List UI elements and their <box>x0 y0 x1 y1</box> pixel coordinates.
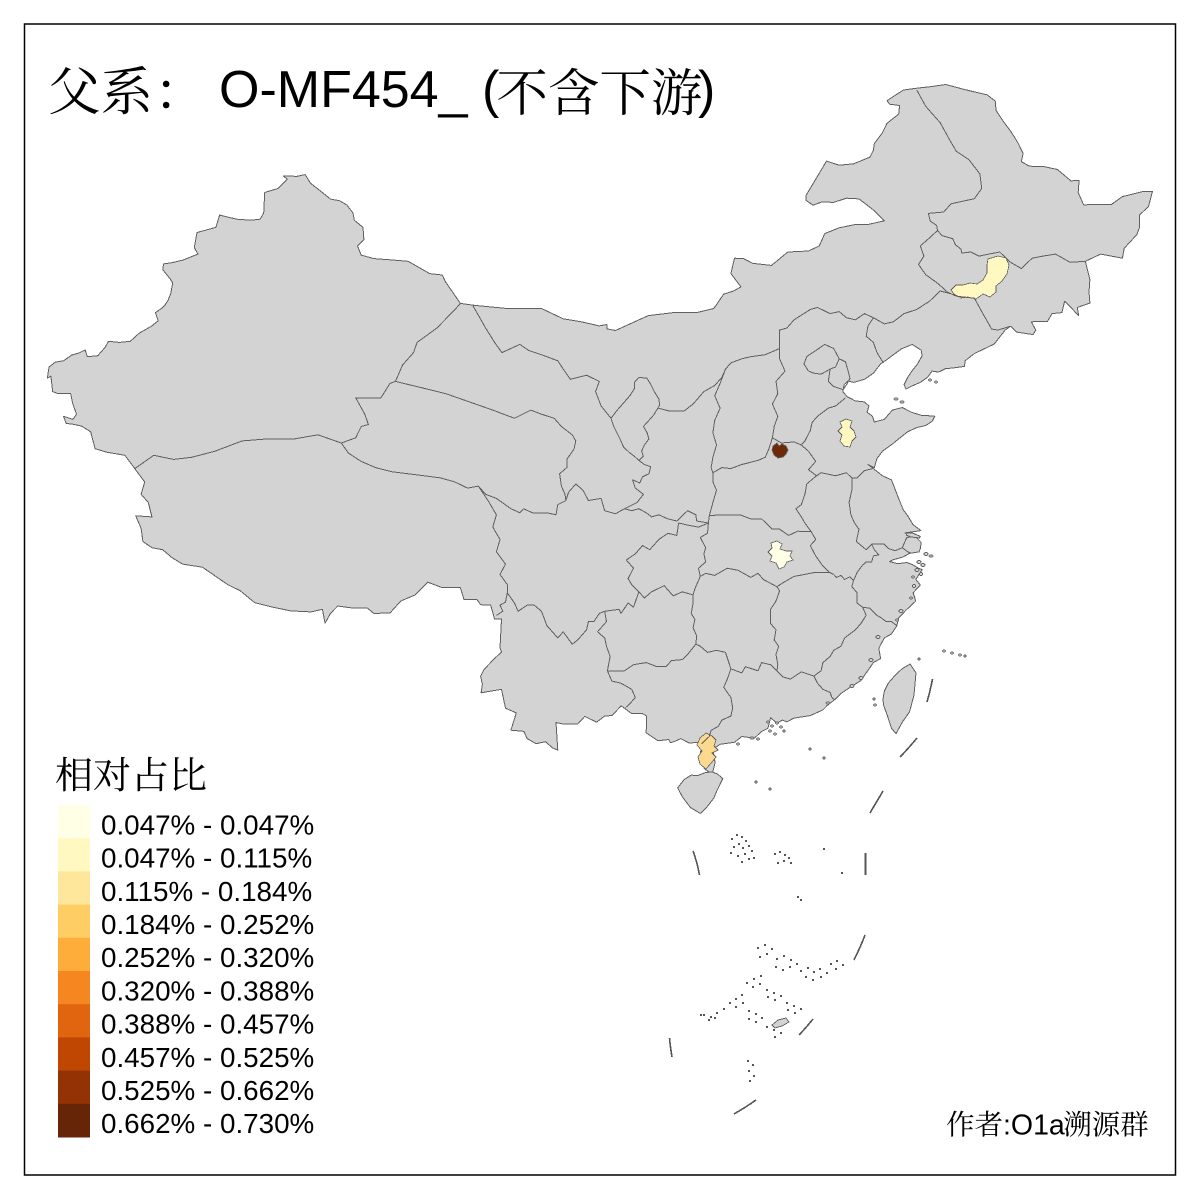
svg-text:0.388% - 0.457%: 0.388% - 0.457% <box>101 1009 314 1040</box>
svg-text:0.320% - 0.388%: 0.320% - 0.388% <box>101 975 314 1006</box>
svg-text:0.662% - 0.730%: 0.662% - 0.730% <box>101 1108 314 1139</box>
svg-text:0.525% - 0.662%: 0.525% - 0.662% <box>101 1075 314 1106</box>
svg-text:): ) <box>698 61 715 119</box>
svg-text:0.252% - 0.320%: 0.252% - 0.320% <box>101 942 314 973</box>
svg-text:O-MF454_ (: O-MF454_ ( <box>219 61 500 119</box>
svg-text:0.047% - 0.115%: 0.047% - 0.115% <box>101 843 312 874</box>
svg-text:0.184% - 0.252%: 0.184% - 0.252% <box>101 909 314 940</box>
svg-text:0.457% - 0.525%: 0.457% - 0.525% <box>101 1042 314 1073</box>
svg-text::O1a: :O1a <box>1003 1110 1065 1142</box>
svg-text:0.047% - 0.047%: 0.047% - 0.047% <box>101 809 314 840</box>
svg-text:0.115% - 0.184%: 0.115% - 0.184% <box>101 876 312 907</box>
